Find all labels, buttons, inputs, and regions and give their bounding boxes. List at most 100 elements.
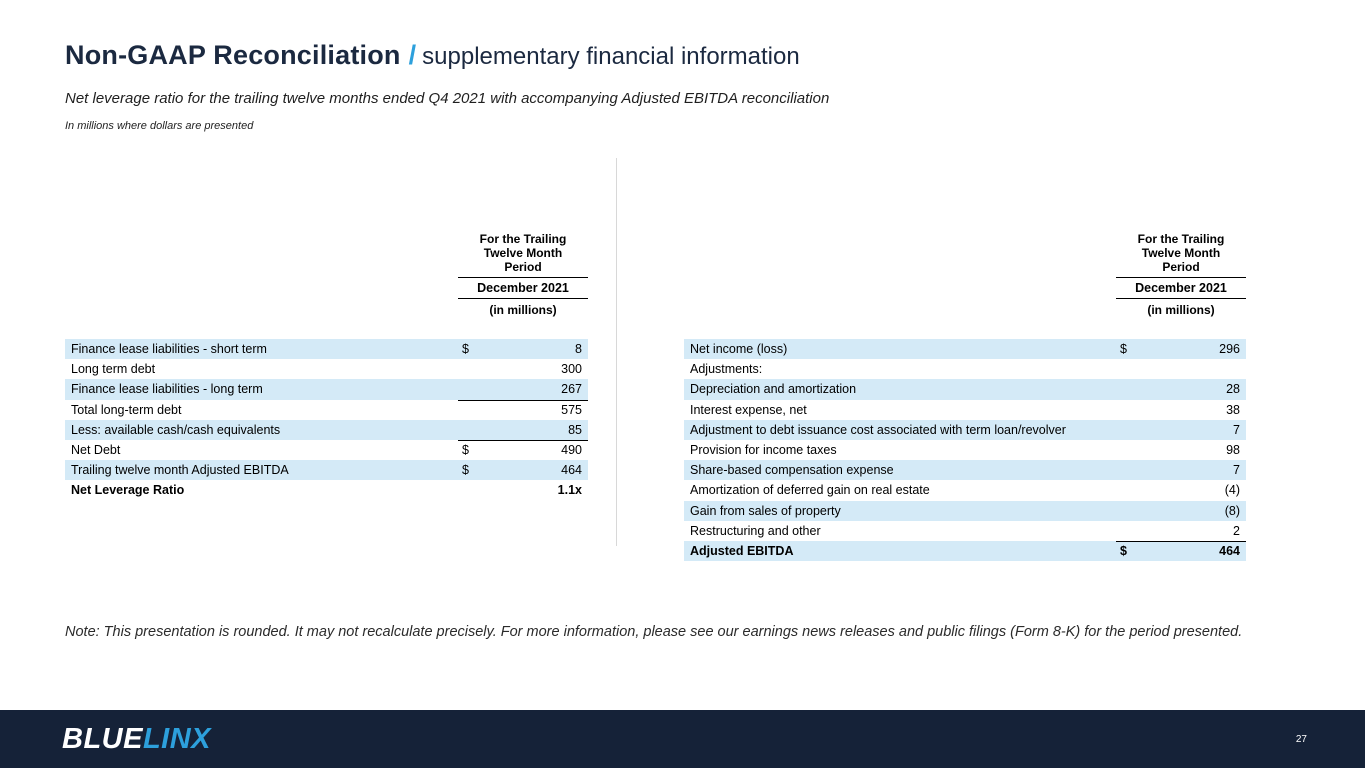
row-label: Net Leverage Ratio [71,483,185,498]
row-label: Trailing twelve month Adjusted EBITDA [71,463,289,478]
row-value: 300 [561,362,582,377]
column-header-right: For the Trailing Twelve Month Period Dec… [1116,232,1246,317]
row-dollar-sign: $ [1120,342,1127,356]
row-dollar-sign [458,379,492,401]
table-row: Net Leverage Ratio 1.1x [65,480,588,500]
vertical-divider [616,158,617,546]
column-header-left: For the Trailing Twelve Month Period Dec… [458,232,588,317]
period-label: For the Trailing Twelve Month Period [458,232,588,278]
title-separator: / [408,40,417,70]
row-value: 464 [1219,543,1240,558]
row-label: Restructuring and other [690,523,821,538]
row-dollar-sign [458,400,492,420]
date-label: December 2021 [1116,278,1246,299]
table-row: Gain from sales of property (8) [684,500,1246,521]
row-label: Net Debt [71,442,121,457]
table-rows: Finance lease liabilities - short term $8… [65,339,588,501]
table-row: Provision for income taxes 98 [684,440,1246,460]
row-label: Amortization of deferred gain on real es… [690,483,930,498]
slide-subtitle: Net leverage ratio for the trailing twel… [65,90,830,107]
table-row: Adjusted EBITDA $464 [684,540,1246,562]
units-label: (in millions) [1147,303,1215,317]
row-value: 98 [1226,442,1240,457]
row-label: Net income (loss) [690,342,788,356]
logo-linx-text: LINX [142,723,212,755]
row-value: 85 [492,420,588,441]
row-dollar-sign [1116,460,1150,480]
row-dollar-sign [1116,440,1150,460]
row-value: 296 [1219,342,1240,356]
row-dollar-sign [1116,420,1150,440]
table-row: Trailing twelve month Adjusted EBITDA $46… [65,460,588,481]
row-dollar-sign [458,480,492,500]
row-value: 7 [1233,422,1240,437]
row-label: Adjustment to debt issuance cost associa… [690,422,1066,437]
row-value [1150,359,1246,379]
table-row: Interest expense, net 38 [684,400,1246,420]
row-label: Share-based compensation expense [690,463,894,478]
adjusted-ebitda-table: For the Trailing Twelve Month Period Dec… [684,232,1246,562]
row-label: Provision for income taxes [690,442,837,457]
row-label: Finance lease liabilities - short term [71,342,267,356]
row-label: Interest expense, net [690,402,807,417]
row-dollar-sign: $ [462,442,469,457]
row-label: Gain from sales of property [690,503,841,518]
units-label: (in millions) [489,303,557,317]
title-main: Non-GAAP Reconciliation [65,40,401,70]
row-value: 8 [575,342,582,356]
bluelinx-logo: BLUELINX [62,723,211,756]
table-row: Adjustments: [684,359,1246,379]
row-value: 464 [561,463,582,478]
row-label: Depreciation and amortization [690,382,857,397]
table-row: Share-based compensation expense 7 [684,460,1246,481]
row-label: Adjusted EBITDA [690,543,794,558]
units-note: In millions where dollars are presented [65,120,254,132]
row-dollar-sign [458,359,492,379]
row-value: 28 [1226,382,1240,397]
row-label: Finance lease liabilities - long term [71,382,263,397]
row-label: Adjustments: [690,362,763,377]
row-value: (8) [1224,503,1240,518]
table-row: Adjustment to debt issuance cost associa… [684,419,1246,440]
table-row: Finance lease liabilities - short term $8 [65,339,588,360]
table-row: Amortization of deferred gain on real es… [684,480,1246,500]
row-value: 7 [1233,463,1240,478]
date-label: December 2021 [458,278,588,299]
row-dollar-sign [1116,379,1150,399]
net-leverage-table: For the Trailing Twelve Month Period Dec… [65,232,588,501]
table-row: Net income (loss) $296 [684,339,1246,360]
row-value: 490 [561,442,582,457]
row-value: 38 [1226,402,1240,417]
page-number: 27 [1295,734,1307,745]
table-row: Restructuring and other 2 [684,521,1246,542]
footer-bar: BLUELINX 27 [0,710,1365,768]
row-dollar-sign: $ [462,342,469,356]
row-dollar-sign: $ [1120,543,1127,558]
table-row: Net Debt $490 [65,440,588,460]
title-secondary: supplementary financial information [422,43,800,70]
row-label: Less: available cash/cash equivalents [71,422,281,437]
logo-blue-text: BLUE [62,723,143,755]
page-title: Non-GAAP Reconciliation / supplementary fi… [65,40,800,71]
row-dollar-sign [458,420,492,441]
row-dollar-sign [1116,501,1150,521]
row-value: 1.1x [557,483,582,498]
table-row: Total long-term debt 575 [65,400,588,420]
row-label: Long term debt [71,362,156,377]
row-value: 575 [561,402,582,417]
table-row: Finance lease liabilities - long term 267 [65,379,588,401]
footnote: Note: This presentation is rounded. It m… [65,624,1243,640]
row-dollar-sign [1116,359,1150,379]
period-label: For the Trailing Twelve Month Period [1116,232,1246,278]
row-dollar-sign: $ [462,463,469,478]
table-rows: Net income (loss) $296 Adjustments: Depreci… [684,339,1246,562]
row-value: (4) [1224,483,1240,498]
row-label: Total long-term debt [71,402,182,417]
table-row: Depreciation and amortization 28 [684,379,1246,400]
row-dollar-sign [1116,480,1150,500]
table-row: Long term debt 300 [65,359,588,379]
row-dollar-sign [1116,521,1150,542]
row-value: 2 [1150,521,1246,542]
row-value: 267 [492,379,588,401]
